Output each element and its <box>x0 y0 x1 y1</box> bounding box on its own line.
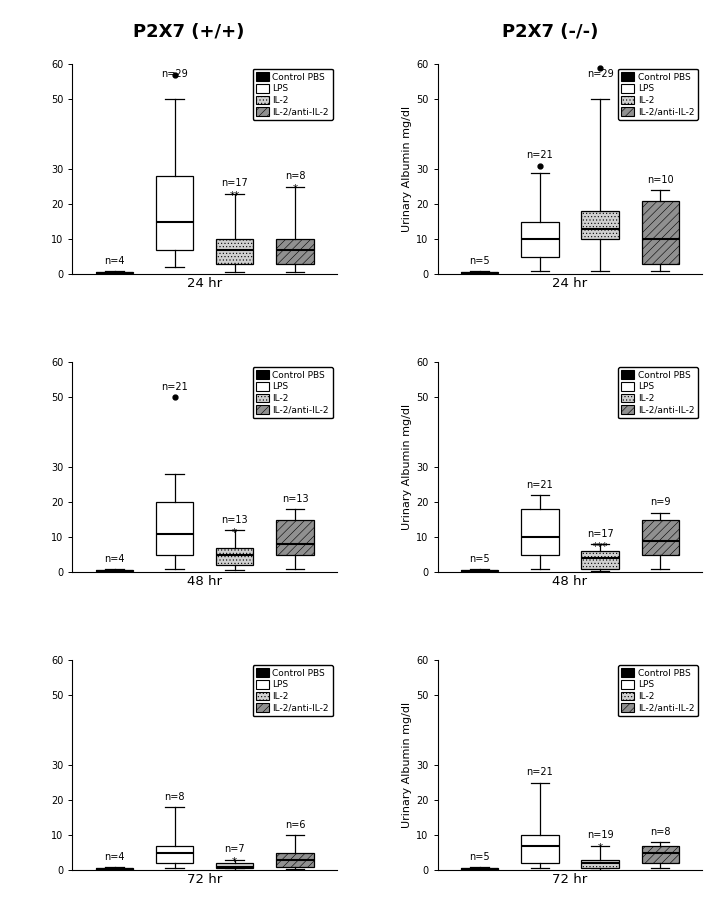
PathPatch shape <box>277 519 313 554</box>
Text: ***: *** <box>592 541 607 551</box>
PathPatch shape <box>641 201 679 264</box>
Text: n=21: n=21 <box>526 768 553 778</box>
Text: n=4: n=4 <box>104 553 125 563</box>
Y-axis label: Urinary Albumin mg/dl: Urinary Albumin mg/dl <box>402 703 412 828</box>
Text: n=10: n=10 <box>647 175 673 185</box>
X-axis label: 48 hr: 48 hr <box>552 575 587 588</box>
PathPatch shape <box>156 502 193 554</box>
Text: n=13: n=13 <box>282 494 308 504</box>
PathPatch shape <box>581 860 619 868</box>
Text: n=8: n=8 <box>650 827 670 837</box>
PathPatch shape <box>581 211 619 239</box>
Text: n=19: n=19 <box>586 831 613 841</box>
Text: n=6: n=6 <box>285 820 306 830</box>
PathPatch shape <box>641 845 679 863</box>
PathPatch shape <box>521 222 558 256</box>
PathPatch shape <box>216 863 253 868</box>
X-axis label: 24 hr: 24 hr <box>552 277 587 289</box>
PathPatch shape <box>641 519 679 554</box>
Text: n=13: n=13 <box>222 515 248 525</box>
Legend: Control PBS, LPS, IL-2, IL-2/anti-IL-2: Control PBS, LPS, IL-2, IL-2/anti-IL-2 <box>618 665 698 716</box>
Text: *: * <box>292 184 298 194</box>
Text: n=29: n=29 <box>161 69 188 79</box>
X-axis label: 72 hr: 72 hr <box>187 873 222 886</box>
Text: n=5: n=5 <box>469 256 490 266</box>
PathPatch shape <box>96 867 133 869</box>
PathPatch shape <box>156 845 193 863</box>
PathPatch shape <box>521 509 558 554</box>
X-axis label: 72 hr: 72 hr <box>552 873 588 886</box>
Text: n=8: n=8 <box>285 171 306 181</box>
PathPatch shape <box>216 548 253 565</box>
Text: **: ** <box>230 191 240 202</box>
PathPatch shape <box>156 176 193 249</box>
PathPatch shape <box>581 551 619 569</box>
PathPatch shape <box>521 835 558 863</box>
X-axis label: 24 hr: 24 hr <box>188 277 222 289</box>
Text: n=21: n=21 <box>161 382 188 392</box>
Y-axis label: Urinary Albumin mg/dl: Urinary Albumin mg/dl <box>402 404 412 530</box>
Text: n=4: n=4 <box>104 256 125 266</box>
PathPatch shape <box>96 271 133 273</box>
Text: n=7: n=7 <box>224 845 245 855</box>
Text: n=21: n=21 <box>526 150 553 160</box>
Legend: Control PBS, LPS, IL-2, IL-2/anti-IL-2: Control PBS, LPS, IL-2, IL-2/anti-IL-2 <box>618 69 698 120</box>
Legend: Control PBS, LPS, IL-2, IL-2/anti-IL-2: Control PBS, LPS, IL-2, IL-2/anti-IL-2 <box>253 366 332 419</box>
Text: n=4: n=4 <box>104 852 125 862</box>
X-axis label: 48 hr: 48 hr <box>188 575 222 588</box>
Legend: Control PBS, LPS, IL-2, IL-2/anti-IL-2: Control PBS, LPS, IL-2, IL-2/anti-IL-2 <box>618 366 698 419</box>
PathPatch shape <box>96 570 133 572</box>
Text: n=17: n=17 <box>222 179 248 189</box>
Text: *: * <box>597 844 602 854</box>
Legend: Control PBS, LPS, IL-2, IL-2/anti-IL-2: Control PBS, LPS, IL-2, IL-2/anti-IL-2 <box>253 69 332 120</box>
Text: n=8: n=8 <box>164 792 185 802</box>
PathPatch shape <box>216 239 253 264</box>
Legend: Control PBS, LPS, IL-2, IL-2/anti-IL-2: Control PBS, LPS, IL-2, IL-2/anti-IL-2 <box>253 665 332 716</box>
PathPatch shape <box>461 867 498 869</box>
Text: n=21: n=21 <box>526 480 553 490</box>
PathPatch shape <box>277 239 313 264</box>
Text: n=5: n=5 <box>469 852 490 862</box>
Text: n=29: n=29 <box>586 69 613 79</box>
Text: n=5: n=5 <box>469 553 490 563</box>
Text: *: * <box>232 528 237 538</box>
Text: P2X7 (+/+): P2X7 (+/+) <box>132 23 244 41</box>
PathPatch shape <box>461 570 498 572</box>
PathPatch shape <box>461 271 498 273</box>
PathPatch shape <box>277 853 313 867</box>
Y-axis label: Urinary Albumin mg/dl: Urinary Albumin mg/dl <box>402 106 412 232</box>
Text: n=9: n=9 <box>650 497 670 507</box>
Text: *: * <box>232 857 237 867</box>
Text: P2X7 (-/-): P2X7 (-/-) <box>502 23 599 41</box>
Text: n=17: n=17 <box>586 529 613 539</box>
